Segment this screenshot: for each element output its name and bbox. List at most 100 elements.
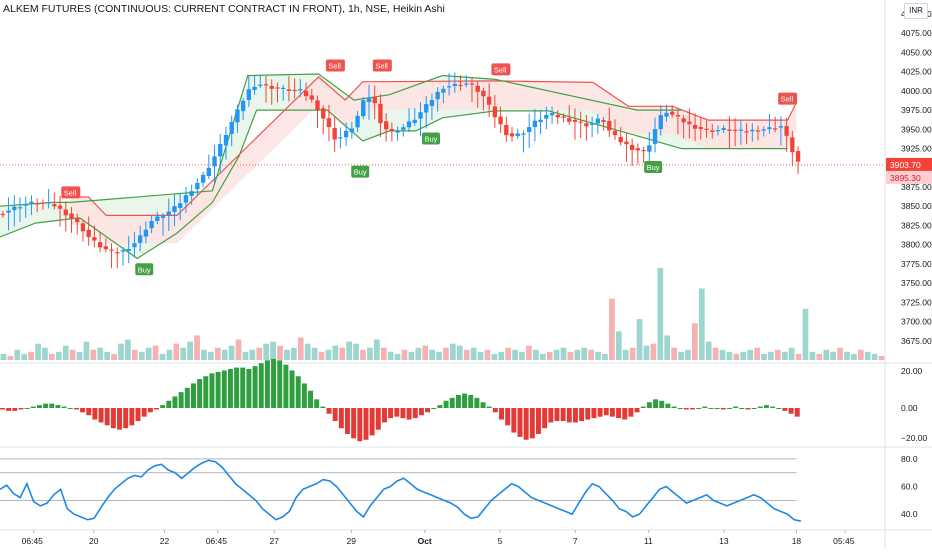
volume-bar — [450, 343, 456, 360]
volume-bar — [498, 351, 505, 360]
volume-bar — [816, 353, 823, 360]
histogram-bar — [665, 403, 671, 408]
price-tick-label: 3875.00 — [901, 182, 932, 192]
volume-bar — [539, 353, 546, 360]
histogram-bar — [104, 408, 110, 426]
volume-bar — [615, 331, 622, 360]
volume-bar — [698, 288, 705, 360]
volume-bar — [422, 345, 429, 360]
histogram-bar — [154, 408, 159, 410]
volume-bar — [159, 353, 166, 360]
histogram-bar — [55, 405, 61, 408]
volume-bar — [145, 347, 152, 360]
candle-body — [452, 83, 457, 86]
x-tick-label: Oct — [418, 536, 432, 546]
histogram-bar — [351, 408, 357, 439]
volume-bar — [408, 351, 415, 360]
volume-bar — [249, 349, 256, 360]
histogram-bar — [536, 408, 541, 434]
candle-body — [629, 144, 635, 151]
volume-bar — [214, 347, 221, 360]
candle-body — [189, 191, 194, 196]
candle-body — [17, 207, 23, 209]
candle-body — [109, 249, 114, 251]
histogram-bar — [110, 408, 116, 429]
candle-body — [303, 90, 309, 97]
volume-bar — [664, 335, 671, 360]
histogram-bar — [554, 408, 560, 421]
volume-bar — [526, 345, 532, 360]
histogram-bar — [443, 400, 449, 408]
volume-bar — [705, 341, 712, 360]
histogram-bar — [474, 397, 480, 408]
volume-bar — [692, 323, 698, 360]
volume-bar — [719, 349, 726, 360]
histogram-bar — [560, 408, 566, 421]
currency-badge[interactable]: INR — [904, 3, 928, 19]
candle-body — [744, 131, 749, 133]
histogram-bar — [147, 408, 153, 413]
volume-bar — [678, 351, 684, 360]
histogram-bar — [486, 406, 492, 408]
volume-bar — [318, 351, 325, 360]
signal-label: Sell — [64, 188, 77, 197]
price-tick-label: 4000.00 — [901, 86, 932, 96]
histogram-bar — [197, 379, 203, 408]
candle-body — [349, 128, 355, 133]
candle-body — [309, 95, 314, 100]
candle-body — [647, 145, 652, 152]
volume-bar — [256, 347, 263, 360]
candle-body — [578, 121, 583, 123]
histogram-bar — [622, 408, 628, 420]
volume-bar — [477, 351, 484, 360]
histogram-bar — [603, 408, 609, 416]
candle-body — [269, 85, 274, 89]
histogram-bar — [566, 408, 572, 423]
candle-body — [607, 120, 612, 131]
histogram-bar — [36, 405, 42, 408]
histogram-bar — [172, 396, 178, 408]
volume-bar — [809, 351, 816, 360]
histogram-bar — [369, 408, 375, 436]
volume-bar — [297, 337, 304, 360]
histogram-bar — [634, 408, 640, 413]
candle-body — [698, 126, 703, 130]
candle-body — [63, 209, 68, 216]
signal-badge — [351, 165, 370, 178]
candle-body — [281, 87, 286, 90]
volume-bar — [166, 349, 173, 360]
signal-label: Buy — [354, 168, 367, 177]
candle-body — [715, 130, 721, 132]
histogram-bar — [73, 408, 79, 410]
x-tick-label: 06:45 — [206, 536, 228, 546]
signal-badge — [372, 59, 392, 72]
price-tick-label: 3675.00 — [901, 336, 932, 346]
signal-badge — [421, 132, 440, 145]
volume-bar — [311, 347, 318, 360]
candle-body — [773, 128, 778, 130]
candle-body — [692, 124, 698, 129]
candle-body — [441, 88, 446, 93]
histogram-bar — [363, 408, 369, 440]
histogram-bar — [61, 406, 67, 408]
candle-body — [315, 100, 320, 111]
histogram-bar — [332, 408, 338, 421]
histogram-bar — [659, 400, 665, 408]
chart-title: ALKEM FUTURES (CONTINUOUS: CURRENT CONTR… — [3, 3, 445, 15]
histogram-tick-label: 20.00 — [901, 366, 923, 376]
candle-body — [149, 220, 154, 229]
histogram-bar — [135, 408, 141, 421]
histogram-bar — [462, 393, 468, 408]
volume-bar — [802, 308, 809, 360]
candle-body — [658, 115, 663, 130]
histogram-bar — [18, 408, 24, 410]
price-tick-label: 3925.00 — [901, 144, 932, 154]
histogram-bar — [308, 390, 314, 408]
histogram-bar — [190, 383, 196, 408]
candle-body — [298, 88, 303, 91]
histogram-bar — [357, 408, 363, 442]
candle-body — [115, 252, 120, 254]
histogram-bar — [702, 406, 708, 408]
candle-body — [172, 206, 177, 212]
